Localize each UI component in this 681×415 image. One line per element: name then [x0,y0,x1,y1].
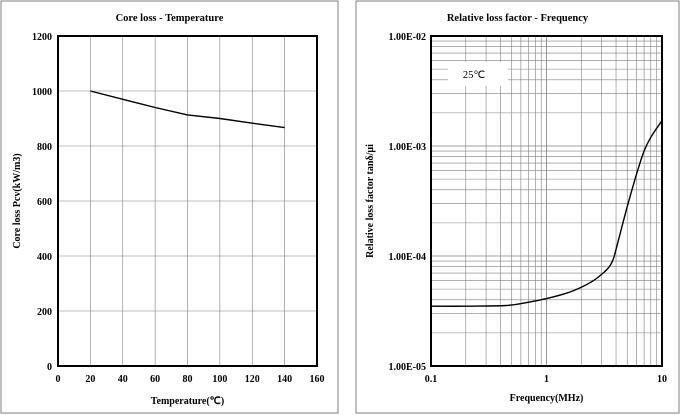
chart-title: Relative loss factor - Frequency [447,13,589,24]
x-tick-label: 0.1 [425,374,438,385]
y-tick-label: 400 [37,252,52,263]
x-tick-label: 60 [150,374,160,385]
x-tick-label: 0 [56,374,61,385]
x-tick-label: 100 [212,374,227,385]
plot-area [430,35,663,367]
y-tick-label: 1200 [32,32,52,43]
y-tick-label: 200 [37,307,52,318]
loss-factor-line [430,120,663,307]
y-tick-label: 1000 [32,87,52,98]
x-tick-label: 120 [245,374,260,385]
x-axis-label: Temperature(℃) [151,396,224,407]
x-tick-label: 40 [118,374,128,385]
series-group [430,120,663,307]
y-axis-label: Core loss Pcv(kW/m3) [12,153,23,248]
x-tick-label: 160 [310,374,325,385]
chart-title: Core loss - Temperature [116,13,224,24]
tick-labels: 0 20 40 60 80 100 120 140 160 0 200 400 600 800 1000 12… [32,32,325,385]
x-tick-label: 1 [544,374,549,385]
y-tick-label: 1.00E-03 [389,142,427,153]
temperature-annotation: 25℃ [463,70,486,81]
x-tick-label: 20 [85,374,95,385]
core-loss-line [90,90,285,129]
x-tick-label: 140 [277,374,292,385]
x-tick-label: 80 [183,374,193,385]
y-axis-label: Relative loss factor tanδ/μi [365,144,376,258]
y-tick-label: 1.00E-05 [389,362,427,373]
core-loss-chart: Core loss - Temperature 0 20 40 60 80 100 120 1… [0,0,339,414]
chart-panel-frame [355,0,680,414]
x-axis-label: Frequency(MHz) [510,393,584,404]
series-group [90,90,285,129]
y-tick-label: 0 [47,362,52,373]
annotation-background [448,62,508,86]
tick-labels: 0.1 1 10 1.00E-05 1.00E-04 1.00E-03 1.00E-02 [389,32,668,385]
plot-area [57,35,318,367]
loss-factor-chart: Relative loss factor - Frequency 25℃ 0.1… [355,0,680,414]
y-tick-label: 600 [37,197,52,208]
y-tick-label: 800 [37,142,52,153]
y-tick-label: 1.00E-02 [389,32,427,43]
x-tick-label: 10 [657,374,667,385]
y-tick-label: 1.00E-04 [389,252,427,263]
